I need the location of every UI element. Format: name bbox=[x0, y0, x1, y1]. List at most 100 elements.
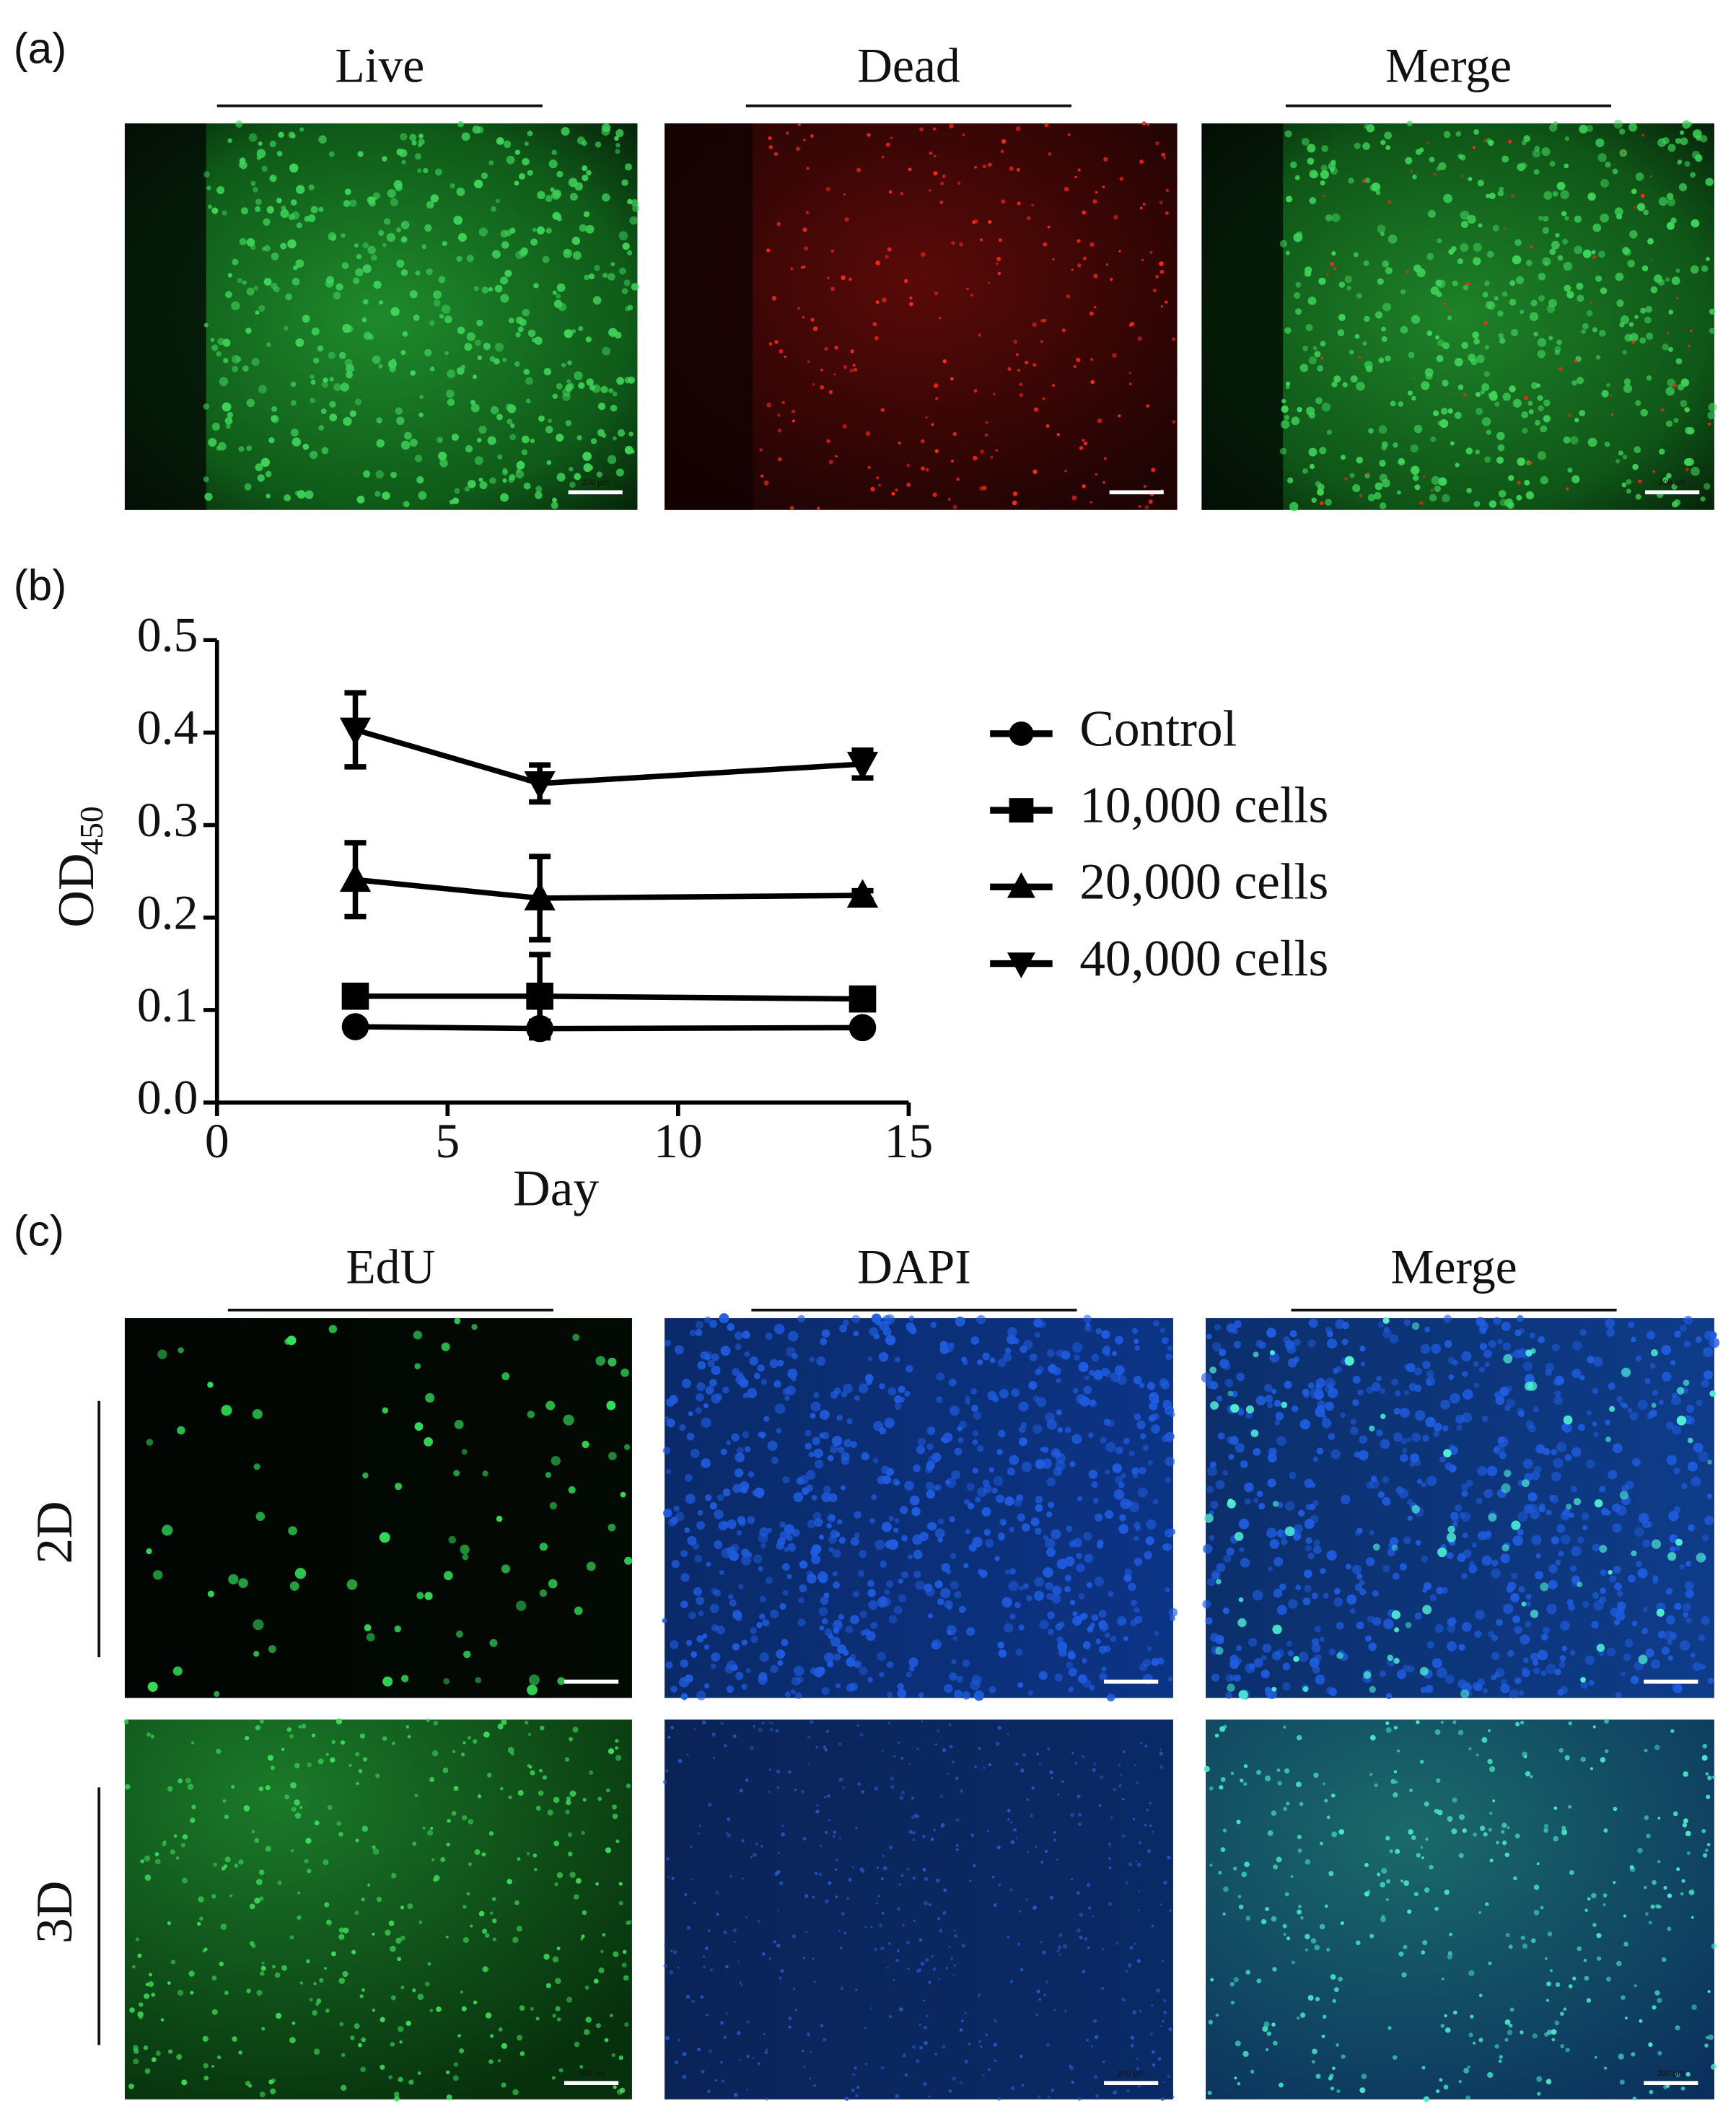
cell-dot bbox=[1146, 1808, 1149, 1812]
cell-dot bbox=[1574, 418, 1579, 423]
cell-dot bbox=[729, 1599, 737, 1607]
cell-dot bbox=[842, 1649, 849, 1656]
cell-dot bbox=[125, 1784, 131, 1790]
cell-dot bbox=[826, 439, 830, 444]
cell-dot bbox=[1380, 1413, 1386, 1420]
cell-dot bbox=[799, 1475, 809, 1485]
cell-dot bbox=[1082, 1970, 1086, 1974]
cell-dot bbox=[1430, 488, 1434, 492]
cell-dot bbox=[702, 1965, 706, 1969]
cell-dot bbox=[1468, 177, 1473, 182]
cell-dot bbox=[1422, 1605, 1432, 1615]
cell-dot bbox=[978, 333, 981, 337]
cell-dot bbox=[862, 1869, 865, 1874]
cell-dot bbox=[605, 1788, 610, 1793]
cell-dot bbox=[797, 1676, 804, 1683]
cell-dot bbox=[1362, 341, 1367, 346]
cell-dot bbox=[1108, 1842, 1111, 1846]
cell-dot bbox=[1346, 285, 1351, 291]
cell-dot bbox=[261, 246, 266, 251]
cell-dot bbox=[1007, 1817, 1011, 1822]
cell-dot bbox=[695, 1329, 703, 1337]
cell-dot bbox=[1667, 1552, 1677, 1561]
cell-dot bbox=[131, 1965, 136, 1969]
cell-dot bbox=[926, 1426, 936, 1435]
cell-dot bbox=[139, 2002, 144, 2007]
cell-dot bbox=[1071, 1434, 1082, 1444]
cell-dot bbox=[1441, 1977, 1445, 1980]
cell-dot bbox=[362, 1472, 369, 1479]
cell-dot bbox=[884, 1589, 890, 1595]
cell-dot bbox=[868, 1600, 878, 1610]
cell-dot bbox=[1486, 301, 1496, 310]
cell-dot bbox=[1537, 395, 1543, 401]
cell-dot bbox=[631, 283, 639, 291]
cell-dot bbox=[890, 136, 893, 139]
cell-dot bbox=[744, 1351, 750, 1357]
cell-dot bbox=[880, 2066, 885, 2070]
cell-dot bbox=[325, 278, 334, 288]
cell-dot bbox=[1579, 1328, 1587, 1336]
cell-dot bbox=[1149, 2032, 1153, 2036]
cell-dot bbox=[432, 1877, 437, 1882]
cell-dot bbox=[1460, 210, 1470, 220]
cell-dot bbox=[542, 255, 550, 263]
cell-dot bbox=[914, 1813, 918, 1817]
cell-dot bbox=[671, 1877, 675, 1880]
cell-dot bbox=[1084, 1937, 1088, 1941]
cell-dot bbox=[939, 201, 944, 204]
cell-dot bbox=[1568, 1804, 1572, 1809]
cell-dot bbox=[1115, 1942, 1119, 1945]
cell-dot bbox=[1123, 1574, 1132, 1582]
cell-dot bbox=[1487, 1729, 1491, 1732]
cell-dot bbox=[1009, 1568, 1016, 1575]
cell-dot bbox=[1579, 124, 1588, 134]
cell-dot bbox=[1118, 1524, 1129, 1534]
cell-dot bbox=[1286, 381, 1291, 387]
cell-dot bbox=[818, 1872, 823, 1877]
cell-dot bbox=[1208, 2019, 1214, 2024]
cell-dot bbox=[1321, 403, 1331, 412]
cell-dot bbox=[1421, 2066, 1426, 2070]
cell-dot bbox=[1138, 1890, 1140, 1892]
cell-dot bbox=[925, 416, 928, 419]
cell-dot bbox=[749, 1356, 759, 1366]
panel-c-images bbox=[124, 1318, 1714, 2100]
cell-dot bbox=[1161, 1337, 1169, 1345]
cell-dot bbox=[1443, 2084, 1449, 2090]
cell-dot bbox=[1686, 1404, 1695, 1413]
cell-dot bbox=[457, 120, 464, 128]
cell-dot bbox=[1507, 2030, 1513, 2035]
cell-dot bbox=[908, 167, 912, 172]
cell-dot bbox=[1426, 1641, 1434, 1649]
cell-dot bbox=[1626, 488, 1631, 494]
cell-dot bbox=[1587, 192, 1596, 201]
cell-dot bbox=[1613, 119, 1623, 129]
cell-dot bbox=[476, 437, 482, 443]
cell-dot bbox=[940, 181, 944, 185]
cell-dot bbox=[494, 343, 504, 352]
cell-dot bbox=[844, 2097, 849, 2101]
cell-dot bbox=[1496, 431, 1505, 441]
cell-dot bbox=[955, 1817, 960, 1822]
cell-dot bbox=[945, 1967, 949, 1970]
cell-dot bbox=[1128, 1450, 1135, 1457]
cell-dot bbox=[1654, 1990, 1660, 1996]
cell-dot bbox=[538, 415, 545, 422]
cell-dot bbox=[1591, 1892, 1597, 1899]
cell-dot bbox=[1548, 123, 1558, 132]
cell-dot bbox=[710, 1663, 716, 1670]
cell-dot bbox=[890, 1785, 895, 1789]
cell-dot bbox=[1367, 1615, 1375, 1623]
cell-dot bbox=[1647, 1412, 1654, 1419]
cell-dot bbox=[585, 2017, 592, 2023]
cell-dot bbox=[1278, 2082, 1284, 2088]
cell-dot bbox=[1009, 1527, 1014, 1532]
cell-dot bbox=[581, 140, 587, 146]
cell-dot bbox=[1123, 1636, 1128, 1641]
cell-dot bbox=[528, 1674, 540, 1685]
cell-dot bbox=[1525, 260, 1533, 266]
cell-dot bbox=[1009, 1888, 1013, 1892]
cell-dot bbox=[1451, 1828, 1457, 1835]
panel-label: (a) bbox=[14, 24, 66, 72]
